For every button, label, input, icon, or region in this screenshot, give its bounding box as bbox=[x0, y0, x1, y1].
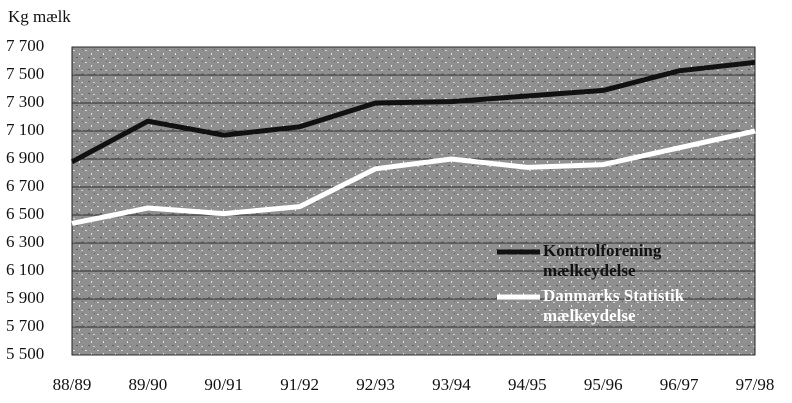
x-tick-label: 97/98 bbox=[736, 375, 775, 394]
x-tick-label: 92/93 bbox=[356, 375, 395, 394]
y-tick-label: 5 500 bbox=[6, 344, 44, 363]
x-tick-label: 94/95 bbox=[508, 375, 547, 394]
y-tick-label: 6 500 bbox=[6, 204, 44, 223]
y-tick-label: 7 700 bbox=[6, 36, 44, 55]
x-tick-label: 93/94 bbox=[432, 375, 471, 394]
plot-area bbox=[71, 46, 756, 356]
y-tick-label: 5 900 bbox=[6, 288, 44, 307]
x-tick-label: 91/92 bbox=[280, 375, 319, 394]
y-tick-label: 7 100 bbox=[6, 120, 44, 139]
legend-label: Kontrolforening mælkeydelse bbox=[543, 241, 662, 280]
x-tick-label: 95/96 bbox=[584, 375, 623, 394]
y-axis-label: Kg mælk bbox=[8, 7, 71, 26]
x-tick-label: 89/90 bbox=[129, 375, 168, 394]
x-tick-label: 88/89 bbox=[53, 375, 92, 394]
x-tick-label: 90/91 bbox=[204, 375, 243, 394]
x-tick-label: 96/97 bbox=[660, 375, 699, 394]
line-series bbox=[70, 59, 756, 165]
y-tick-label: 6 300 bbox=[6, 232, 44, 251]
y-tick-label: 6 900 bbox=[6, 148, 44, 167]
legend-label: Danmarks Statistik mælkeydelse bbox=[543, 286, 685, 325]
y-tick-label: 7 300 bbox=[6, 92, 44, 111]
line-series bbox=[71, 128, 756, 226]
y-tick-label: 5 700 bbox=[6, 316, 44, 335]
y-tick-label: 6 700 bbox=[6, 176, 44, 195]
y-tick-label: 7 500 bbox=[6, 64, 44, 83]
y-tick-label: 6 100 bbox=[6, 260, 44, 279]
